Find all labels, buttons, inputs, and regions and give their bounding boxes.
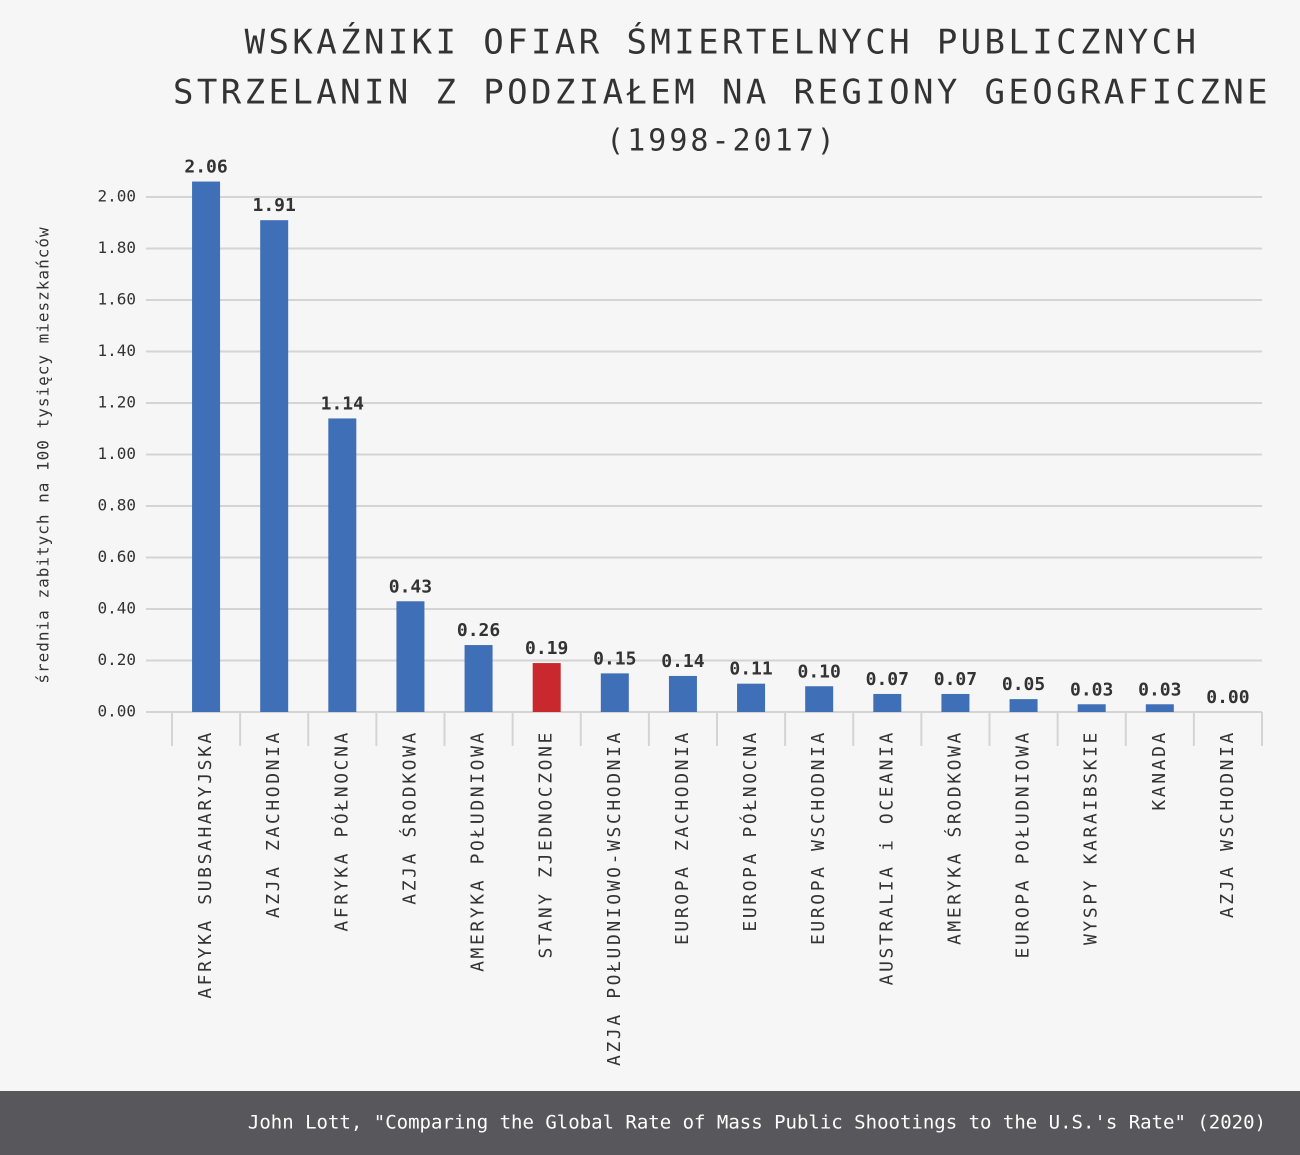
y-axis-label: średnia zabitych na 100 tysięcy mieszkań…	[34, 226, 53, 683]
bar	[1145, 704, 1174, 712]
data-label: 0.19	[525, 638, 568, 659]
data-label: 0.15	[593, 648, 636, 669]
data-label: 0.26	[457, 620, 500, 641]
data-label: 0.14	[661, 651, 705, 672]
x-tick-label: WYSPY KARAIBSKIE	[1081, 730, 1102, 945]
y-tick-label: 0.00	[97, 702, 136, 721]
x-tick-label: STANY ZJEDNOCZONE	[536, 730, 557, 958]
y-tick-label: 0.20	[97, 650, 136, 669]
y-tick-label: 0.60	[97, 547, 136, 566]
x-tick-label: AMERYKA POŁUDNIOWA	[468, 730, 489, 972]
chart-subtitle: (1998-2017)	[606, 124, 838, 159]
x-tick-label: EUROPA WSCHODNIA	[808, 730, 829, 945]
bar	[737, 683, 766, 712]
x-tick-label: EUROPA ZACHODNIA	[672, 730, 693, 945]
y-tick-label: 2.00	[97, 187, 136, 206]
y-tick-label: 0.80	[97, 496, 136, 515]
x-tick-label: EUROPA POŁUDNIOWA	[1013, 730, 1034, 958]
data-label: 1.91	[253, 195, 296, 216]
data-label: 0.43	[389, 576, 432, 597]
source: John Lott, "Comparing the Global Rate of…	[248, 1112, 1266, 1134]
y-tick-label: 1.20	[97, 393, 136, 412]
footer	[0, 1091, 1300, 1155]
x-tick-label: AUSTRALIA i OCEANIA	[876, 730, 897, 985]
data-label: 2.06	[184, 157, 227, 178]
data-label: 0.03	[1138, 679, 1181, 700]
data-label: 0.03	[1070, 679, 1113, 700]
x-tick-label: AFRYKA PÓŁNOCNA	[330, 730, 352, 932]
y-tick-label: 1.00	[97, 444, 136, 463]
x-tick-label: AMERYKA ŚRODKOWA	[943, 730, 965, 945]
bar	[328, 418, 357, 712]
data-label: 0.07	[866, 669, 909, 690]
data-label: 0.07	[934, 669, 977, 690]
bar	[260, 220, 289, 713]
x-tick-label: AZJA ZACHODNIA	[263, 730, 284, 918]
bar	[1009, 699, 1038, 712]
x-tick-label: EUROPA PÓŁNOCNA	[739, 730, 761, 932]
x-tick-label: KANADA	[1149, 730, 1170, 811]
chart-title: WSKAŹNIKI OFIAR ŚMIERTELNYCH PUBLICZNYCH	[245, 22, 1200, 63]
data-label: 0.10	[798, 661, 841, 682]
bar	[805, 686, 834, 712]
data-label: 1.14	[321, 393, 365, 414]
bar	[532, 663, 561, 712]
y-tick-label: 1.40	[97, 341, 136, 360]
chart-title: STRZELANIN Z PODZIAŁEM NA REGIONY GEOGRA…	[173, 73, 1271, 113]
data-label: 0.00	[1206, 687, 1249, 708]
x-tick-label: AZJA ŚRODKOWA	[398, 730, 420, 905]
bar	[873, 693, 902, 712]
bar	[668, 675, 697, 712]
y-tick-label: 1.80	[97, 238, 136, 257]
x-tick-label: AZJA WSCHODNIA	[1217, 730, 1238, 918]
bar	[1077, 704, 1106, 712]
y-tick-label: 0.40	[97, 599, 136, 618]
x-tick-label: AZJA POŁUDNIOWO-WSCHODNIA	[604, 730, 625, 1066]
bar	[396, 601, 425, 712]
bar	[600, 673, 629, 712]
data-label: 0.05	[1002, 674, 1045, 695]
x-tick-label: AFRYKA SUBSAHARYJSKA	[195, 730, 216, 999]
data-label: 0.11	[729, 659, 772, 680]
y-tick-label: 1.60	[97, 290, 136, 309]
bar	[464, 645, 493, 712]
bar	[941, 693, 970, 712]
bar	[192, 181, 221, 713]
